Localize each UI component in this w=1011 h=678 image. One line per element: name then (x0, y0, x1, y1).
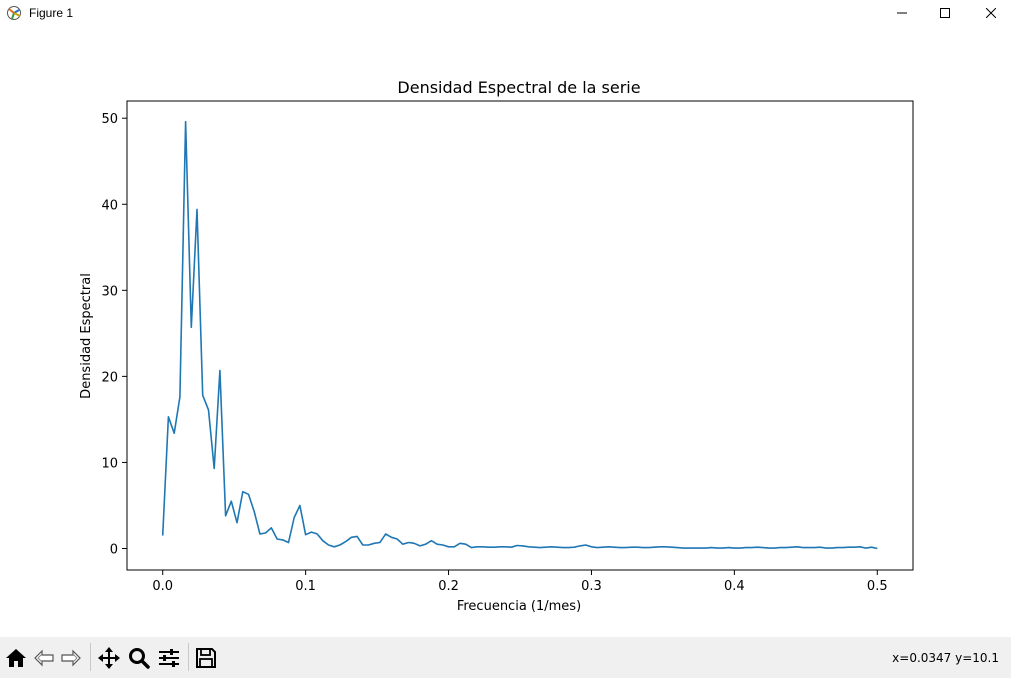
chart-title: Densidad Espectral de la serie (397, 78, 640, 97)
save-icon (196, 648, 216, 668)
zoom-icon (129, 648, 150, 669)
x-axis-ticks: 0.0 0.1 0.2 0.3 0.4 0.5 (152, 570, 888, 594)
y-tick-label: 30 (101, 284, 118, 299)
maximize-icon (940, 8, 950, 18)
x-tick-label: 0.1 (295, 579, 316, 594)
window-title: Figure 1 (29, 6, 74, 20)
x-tick-label: 0.2 (438, 579, 459, 594)
y-tick-label: 50 (101, 112, 118, 127)
window-titlebar: Figure 1 (0, 0, 1011, 26)
y-tick-label: 0 (110, 542, 118, 557)
axes-frame (126, 100, 914, 571)
home-button[interactable] (3, 645, 29, 671)
save-button[interactable] (193, 645, 219, 671)
zoom-button[interactable] (126, 645, 152, 671)
y-tick-label: 20 (101, 370, 118, 385)
toolbar-separator (188, 643, 189, 671)
y-axis-ticks: 0 10 20 30 40 50 (101, 112, 127, 557)
configure-subplots-button[interactable] (156, 645, 182, 671)
spectral-density-line (161, 120, 878, 550)
forward-arrow-icon (61, 649, 81, 667)
series-group (161, 120, 878, 550)
x-axis-label: Frecuencia (1/mes) (457, 599, 581, 614)
y-tick-label: 40 (101, 198, 118, 213)
plot-svg[interactable]: Densidad Espectral de la serie 0.0 0.1 0.2… (0, 26, 1011, 637)
matplotlib-app-icon (6, 5, 22, 21)
y-tick-label: 10 (101, 456, 118, 471)
home-icon (6, 649, 26, 667)
navigation-toolbar: x=0.0347 y=10.1 (0, 637, 1011, 678)
x-tick-label: 0.3 (581, 579, 602, 594)
back-arrow-icon (34, 649, 54, 667)
x-tick-label: 0.0 (152, 579, 173, 594)
sliders-icon (159, 649, 179, 667)
toolbar-separator (90, 643, 91, 671)
forward-button[interactable] (58, 645, 84, 671)
figure-canvas[interactable]: Densidad Espectral de la serie 0.0 0.1 0.2… (0, 26, 1011, 637)
x-tick-label: 0.5 (867, 579, 888, 594)
close-button[interactable] (968, 0, 1011, 26)
minimize-icon (897, 12, 907, 14)
x-tick-label: 0.4 (724, 579, 745, 594)
maximize-button[interactable] (922, 0, 968, 26)
pan-button[interactable] (96, 645, 122, 671)
back-button[interactable] (31, 645, 57, 671)
minimize-button[interactable] (879, 0, 925, 26)
close-icon (986, 8, 996, 18)
y-axis-label: Densidad Espectral (79, 273, 94, 399)
move-icon (98, 647, 120, 669)
cursor-coordinates: x=0.0347 y=10.1 (892, 651, 999, 665)
